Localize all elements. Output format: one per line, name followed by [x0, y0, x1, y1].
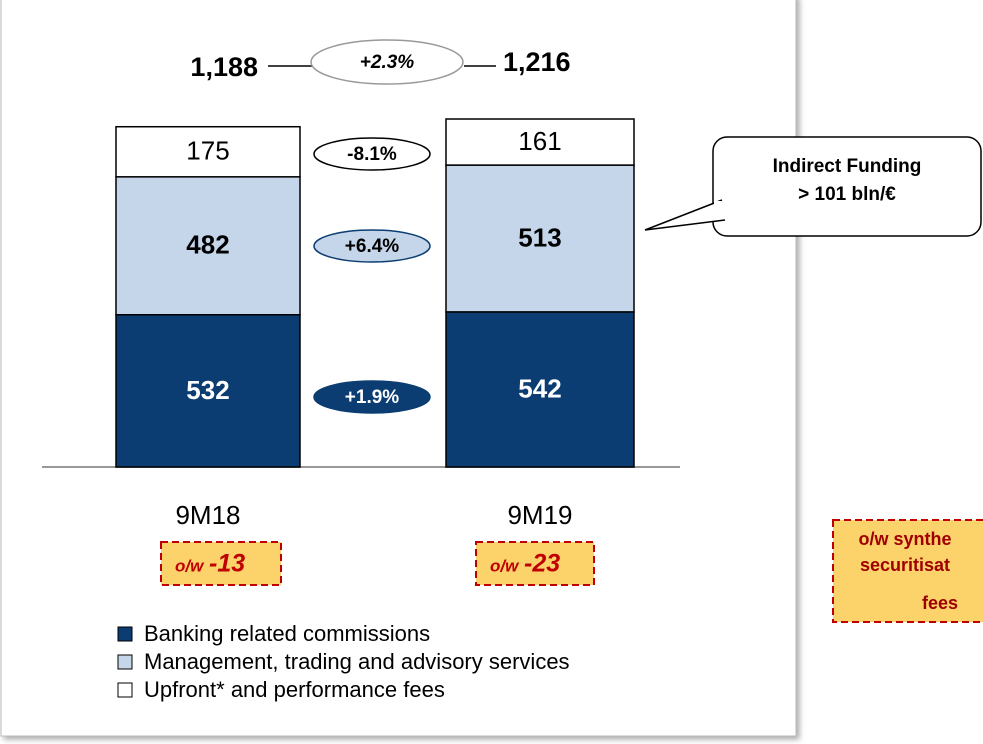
growth-oval	[313, 137, 431, 171]
legend-label: Management, trading and advisory service…	[144, 649, 570, 674]
side-note: o/w synthe	[858, 529, 951, 549]
bar-segment	[115, 314, 301, 468]
note-box	[160, 541, 282, 586]
bar-segment	[115, 125, 301, 178]
callout-joint	[714, 201, 728, 219]
total-label: 1,216	[503, 47, 571, 77]
segment-label: 161	[518, 126, 561, 156]
growth-label: +2.3%	[360, 52, 415, 73]
growth-label: -8.1%	[347, 144, 397, 165]
note-value: -13	[209, 550, 245, 578]
side-note: securitisat	[860, 555, 950, 575]
growth-label: +1.9%	[345, 387, 400, 408]
note-value: -23	[524, 550, 560, 578]
callout-text: > 101 bln/€	[798, 184, 896, 205]
growth-label: +6.4%	[345, 236, 400, 257]
segment-label: 175	[186, 136, 229, 166]
legend-label: Banking related commissions	[144, 621, 430, 646]
total-label: 1,188	[190, 52, 258, 82]
side-note: fees	[922, 593, 958, 613]
segment-label: 532	[186, 375, 229, 405]
growth-oval	[313, 380, 431, 414]
bar-segment	[115, 176, 301, 316]
legend-label: Upfront* and performance fees	[144, 677, 445, 702]
note-box	[475, 541, 595, 586]
growth-oval	[313, 229, 431, 263]
segment-label: 542	[518, 373, 561, 403]
note-prefix: o/w	[490, 556, 520, 575]
legend-swatch	[117, 654, 133, 670]
segment-label: 482	[186, 230, 229, 260]
x-tick-label: 9M19	[507, 500, 572, 530]
x-tick-label: 9M18	[175, 500, 240, 530]
callout-pointer	[644, 199, 726, 231]
legend-swatch	[117, 626, 133, 642]
callout-text: Indirect Funding	[773, 156, 922, 177]
callout-box	[712, 136, 982, 237]
growth-oval	[310, 39, 464, 85]
note-prefix: o/w	[175, 556, 205, 575]
legend-swatch	[117, 682, 133, 698]
bar-segment	[445, 118, 635, 166]
side-note-box	[832, 519, 983, 623]
segment-label: 513	[518, 222, 561, 252]
